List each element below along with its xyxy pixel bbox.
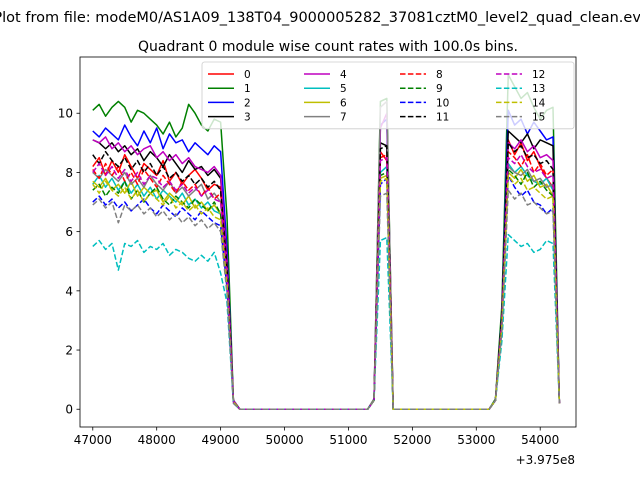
chart-title: Quadrant 0 module wise count rates with … <box>138 39 518 55</box>
legend-label-11: 11 <box>436 112 449 124</box>
y-tick-label: 8 <box>65 166 73 180</box>
legend-label-9: 9 <box>436 83 443 95</box>
legend-label-13: 13 <box>532 83 545 95</box>
series-line-4 <box>92 112 561 410</box>
legend-label-1: 1 <box>244 83 251 95</box>
series-line-0 <box>92 139 561 410</box>
figure-suptitle: Plot from file: modeM0/AS1A09_138T04_900… <box>0 10 640 26</box>
legend-box <box>201 61 575 130</box>
x-tick-label: 53000 <box>457 433 495 447</box>
legend-label-3: 3 <box>244 112 251 124</box>
legend-label-8: 8 <box>436 69 443 81</box>
x-tick-label: 50000 <box>265 433 303 447</box>
legend-label-10: 10 <box>436 97 449 109</box>
series-line-15 <box>92 189 561 410</box>
y-tick-label: 2 <box>65 344 73 358</box>
series-line-12 <box>92 153 561 410</box>
series-line-2 <box>92 109 561 410</box>
x-tick-label: 49000 <box>202 433 240 447</box>
legend-label-2: 2 <box>244 97 251 109</box>
legend-label-5: 5 <box>340 83 347 95</box>
legend-label-14: 14 <box>532 97 546 109</box>
legend-label-12: 12 <box>532 69 545 81</box>
x-tick-label: 48000 <box>138 433 176 447</box>
axes-frame <box>79 56 577 428</box>
series-line-13 <box>92 233 561 410</box>
y-tick-label: 10 <box>58 107 73 121</box>
plot-area <box>92 74 561 410</box>
x-tick-label: 51000 <box>329 433 367 447</box>
y-tick-label: 4 <box>65 284 73 298</box>
legend-label-7: 7 <box>340 112 347 124</box>
series-line-11 <box>92 142 561 410</box>
y-tick-label: 6 <box>65 225 73 239</box>
legend-label-0: 0 <box>244 69 251 81</box>
x-tick-label: 52000 <box>393 433 431 447</box>
legend-label-15: 15 <box>532 112 545 124</box>
legend-label-4: 4 <box>340 69 347 81</box>
series-line-3 <box>92 130 561 410</box>
axes: 47000 48000 49000 50000 51000 52000 53000 54000… <box>58 56 577 447</box>
legend-label-6: 6 <box>340 97 347 109</box>
series-line-14 <box>92 174 561 410</box>
y-tick-label: 0 <box>65 403 73 417</box>
x-tick-label: 54000 <box>521 433 559 447</box>
x-offset-label: +3.975e8 <box>516 453 575 467</box>
x-tick-label: 47000 <box>74 433 112 447</box>
series-line-10 <box>92 174 561 410</box>
